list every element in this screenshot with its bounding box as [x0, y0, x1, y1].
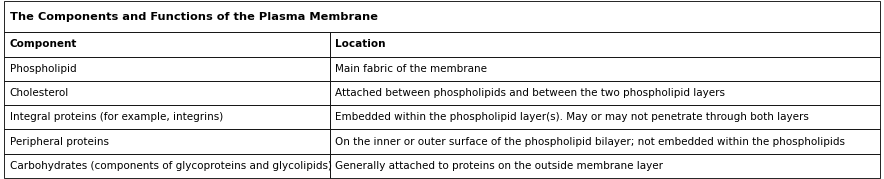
Text: Cholesterol: Cholesterol [10, 88, 69, 98]
Text: Component: Component [10, 39, 77, 49]
Bar [330, 32, 880, 57]
Bar [330, 129, 880, 154]
Bar [4, 57, 330, 81]
Bar [330, 154, 880, 178]
Text: Main fabric of the membrane: Main fabric of the membrane [335, 64, 487, 74]
Bar [4, 105, 330, 129]
Text: Phospholipid: Phospholipid [10, 64, 76, 74]
Text: Peripheral proteins: Peripheral proteins [10, 137, 109, 147]
Bar [330, 105, 880, 129]
Text: Embedded within the phospholipid layer(s). May or may not penetrate through both: Embedded within the phospholipid layer(s… [335, 112, 809, 122]
Text: On the inner or outer surface of the phospholipid bilayer; not embedded within t: On the inner or outer surface of the pho… [335, 137, 845, 147]
Bar [4, 81, 330, 105]
Bar [330, 81, 880, 105]
Text: Integral proteins (for example, integrins): Integral proteins (for example, integrin… [10, 112, 223, 122]
Bar [4, 154, 330, 178]
Text: The Components and Functions of the Plasma Membrane: The Components and Functions of the Plas… [10, 12, 377, 21]
Text: Location: Location [335, 39, 385, 49]
Bar [4, 32, 330, 57]
Bar [4, 1, 880, 32]
Text: Carbohydrates (components of glycoproteins and glycolipids): Carbohydrates (components of glycoprotei… [10, 161, 332, 171]
Text: Generally attached to proteins on the outside membrane layer: Generally attached to proteins on the ou… [335, 161, 663, 171]
Bar [4, 129, 330, 154]
Text: Attached between phospholipids and between the two phospholipid layers: Attached between phospholipids and betwe… [335, 88, 725, 98]
Bar [330, 57, 880, 81]
